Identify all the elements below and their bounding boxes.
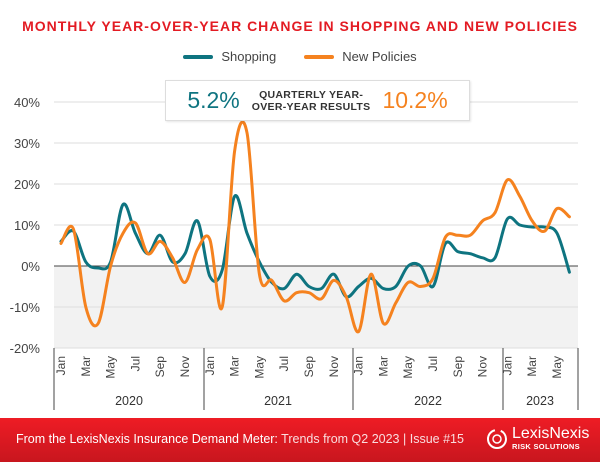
x-tick-label: Mar	[228, 356, 242, 377]
y-tick-label: -20%	[10, 341, 41, 356]
footer-text: From the LexisNexis Insurance Demand Met…	[16, 432, 464, 446]
year-label: 2020	[115, 394, 143, 408]
logo-swirl-icon	[487, 428, 507, 449]
new-policies-quarterly-value: 10.2%	[382, 87, 448, 113]
footer-separator: |	[403, 432, 407, 446]
x-tick-label: Mar	[376, 356, 390, 377]
quarterly-label-line: QUARTERLY YEAR-	[259, 88, 364, 101]
shopping-quarterly-value: 5.2%	[187, 87, 240, 113]
x-tick-label: Sep	[302, 356, 316, 378]
x-tick-label: Mar	[79, 356, 93, 377]
x-tick-label: Sep	[153, 356, 167, 378]
year-label: 2021	[264, 394, 292, 408]
legend: Shopping New Policies	[0, 49, 600, 64]
x-tick-label: Nov	[178, 356, 192, 377]
y-tick-label: 40%	[14, 95, 40, 110]
x-tick-label: May	[401, 356, 415, 379]
quarterly-results-box: 5.2% QUARTERLY YEAR- OVER-YEAR RESULTS 10…	[165, 80, 470, 121]
x-tick-label: Jul	[426, 356, 440, 371]
year-label: 2022	[414, 394, 442, 408]
footer-issue: Issue #15	[409, 432, 464, 446]
x-tick-label: Nov	[327, 356, 341, 377]
legend-item-shopping: Shopping	[183, 49, 276, 64]
legend-swatch	[183, 54, 214, 59]
x-tick-label: Sep	[451, 356, 465, 378]
y-tick-label: 30%	[14, 136, 40, 151]
y-tick-label: 20%	[14, 177, 40, 192]
y-tick-label: 10%	[14, 218, 40, 233]
lexisnexis-logo: LexisNexis RISK SOLUTIONS	[486, 426, 589, 451]
legend-label: New Policies	[342, 49, 417, 64]
legend-label: Shopping	[221, 49, 277, 64]
footer-trends: Trends from Q2 2023	[281, 432, 400, 446]
y-tick-label: -10%	[10, 300, 41, 315]
x-tick-label: Jul	[277, 356, 291, 371]
x-tick-label: May	[104, 356, 118, 379]
legend-item-new-policies: New Policies	[304, 49, 417, 64]
series-line-new-policies	[59, 120, 571, 334]
quarterly-label: QUARTERLY YEAR- OVER-YEAR RESULTS	[252, 89, 371, 113]
y-tick-label: 0%	[21, 259, 40, 274]
year-label: 2023	[526, 394, 554, 408]
x-tick-label: May	[252, 356, 266, 379]
logo-name: LexisNexis	[512, 425, 590, 442]
x-tick-label: May	[550, 356, 564, 379]
line-chart: 40% 30% 20% 10% 0% -10% -20% Jan Mar May Jul Sep Nov…	[10, 95, 579, 410]
x-tick-label: Jul	[128, 356, 142, 371]
footer-source: From the LexisNexis Insurance Demand Met…	[16, 432, 278, 446]
legend-swatch	[304, 54, 335, 59]
logo-subtitle: RISK SOLUTIONS	[512, 442, 580, 451]
chart-title: MONTHLY YEAR-OVER-YEAR CHANGE IN SHOPPIN…	[22, 18, 578, 34]
x-tick-label: Jan	[203, 356, 217, 375]
footer-banner: From the LexisNexis Insurance Demand Met…	[0, 418, 600, 462]
x-tick-label: Jan	[54, 356, 68, 375]
x-tick-label: Jan	[500, 356, 514, 375]
x-tick-label: Mar	[525, 356, 539, 377]
quarterly-label-line: OVER-YEAR RESULTS	[251, 100, 371, 113]
x-tick-label: Jan	[352, 356, 366, 375]
x-tick-label: Nov	[476, 356, 490, 377]
